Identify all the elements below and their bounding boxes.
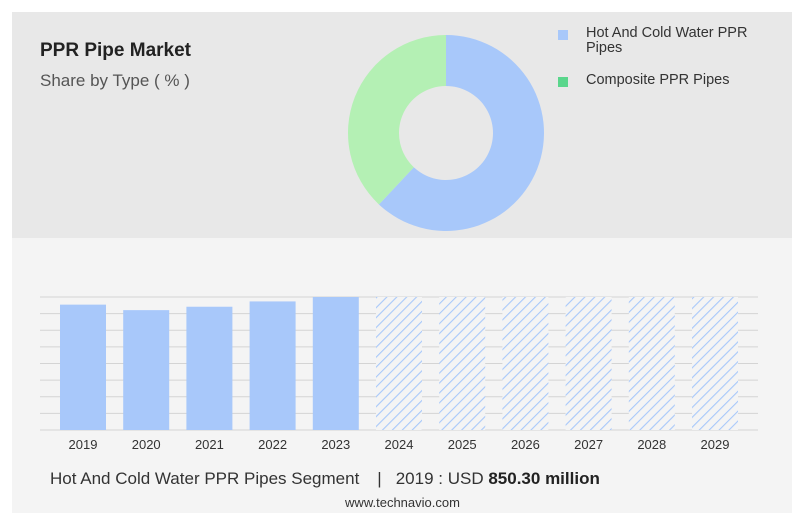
bar-2020 — [123, 310, 170, 430]
x-tick-2022: 2022 — [258, 437, 287, 452]
bar-forecast-2027 — [565, 297, 612, 430]
bar-forecast-2026 — [502, 297, 549, 430]
chart-title: PPR Pipe Market — [40, 40, 191, 61]
x-tick-2026: 2026 — [511, 437, 540, 452]
footer-summary: Hot And Cold Water PPR Pipes Segment | 201… — [50, 469, 600, 489]
bar-series — [60, 297, 738, 430]
bar-2019 — [60, 304, 106, 430]
donut-chart — [348, 35, 545, 232]
x-tick-2021: 2021 — [195, 437, 224, 452]
legend-label-hot-cold: Hot And Cold Water PPR Pipes — [586, 25, 748, 56]
footer-year: 2019 : USD — [395, 469, 484, 488]
bar-forecast-2024 — [376, 297, 422, 430]
x-tick-2029: 2029 — [701, 437, 730, 452]
x-tick-2027: 2027 — [574, 437, 603, 452]
x-tick-2024: 2024 — [385, 437, 414, 452]
bar-2023 — [312, 297, 359, 430]
legend-item-composite: Composite PPR Pipes — [556, 73, 786, 88]
x-tick-2019: 2019 — [69, 437, 98, 452]
bar-2021 — [186, 306, 233, 430]
donut-legend: Hot And Cold Water PPR Pipes Composite P… — [556, 26, 786, 88]
x-tick-2020: 2020 — [132, 437, 161, 452]
legend-swatch-hot-cold — [558, 30, 568, 40]
donut-slice-1 — [348, 35, 446, 205]
x-axis-ticks: 2019 2020 2021 2022 2023 2024 2025 2026 2027 2028… — [69, 437, 730, 452]
x-tick-2023: 2023 — [321, 437, 350, 452]
footer-segment: Hot And Cold Water PPR Pipes Segment — [50, 469, 360, 488]
footer-separator: | — [377, 469, 382, 488]
x-tick-2028: 2028 — [637, 437, 666, 452]
chart-subtitle: Share by Type ( % ) — [40, 71, 190, 90]
bar-forecast-2028 — [628, 297, 675, 430]
legend-item-hot-cold: Hot And Cold Water PPR Pipes — [556, 26, 786, 56]
source-url: www.technavio.com — [345, 495, 460, 510]
legend-label-composite: Composite PPR Pipes — [586, 72, 730, 88]
bar-2022 — [249, 301, 296, 430]
bar-forecast-2029 — [692, 297, 738, 430]
bar-forecast-2025 — [439, 297, 486, 430]
footer-value: 850.30 million — [488, 469, 600, 488]
donut-slice-0 — [378, 35, 545, 232]
x-tick-2025: 2025 — [448, 437, 477, 452]
legend-swatch-composite — [558, 77, 568, 87]
